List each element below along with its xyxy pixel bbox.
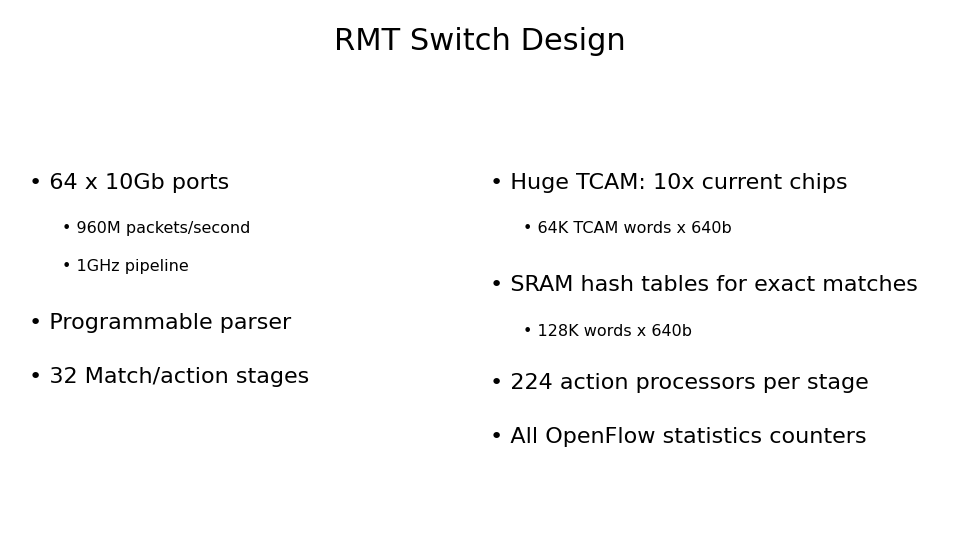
- Text: • 64 x 10Gb ports: • 64 x 10Gb ports: [29, 173, 229, 193]
- Text: • 1GHz pipeline: • 1GHz pipeline: [62, 259, 189, 274]
- Text: • SRAM hash tables for exact matches: • SRAM hash tables for exact matches: [490, 275, 918, 295]
- Text: • All OpenFlow statistics counters: • All OpenFlow statistics counters: [490, 427, 866, 447]
- Text: RMT Switch Design: RMT Switch Design: [334, 27, 626, 56]
- Text: • 224 action processors per stage: • 224 action processors per stage: [490, 373, 869, 393]
- Text: • 32 Match/action stages: • 32 Match/action stages: [29, 367, 309, 387]
- Text: • 960M packets/second: • 960M packets/second: [62, 221, 251, 237]
- Text: • Programmable parser: • Programmable parser: [29, 313, 291, 333]
- Text: • 64K TCAM words x 640b: • 64K TCAM words x 640b: [523, 221, 732, 237]
- Text: • Huge TCAM: 10x current chips: • Huge TCAM: 10x current chips: [490, 173, 848, 193]
- Text: • 128K words x 640b: • 128K words x 640b: [523, 324, 692, 339]
